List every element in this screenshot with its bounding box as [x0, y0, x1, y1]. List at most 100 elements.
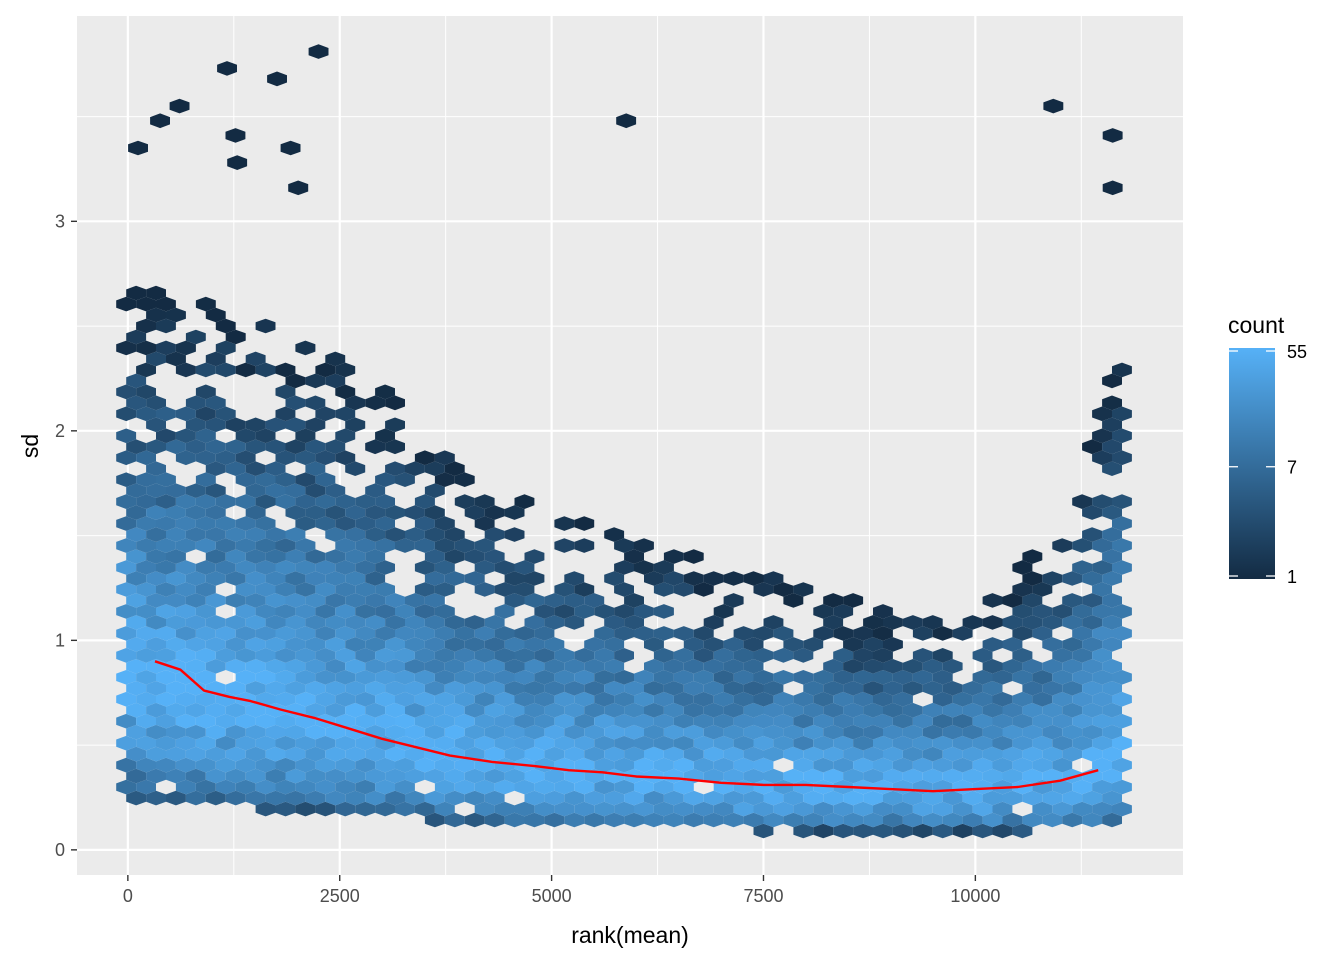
hex-cell — [584, 659, 605, 674]
hex-cell — [534, 713, 555, 729]
hex-cell — [972, 648, 993, 663]
hex-cell — [454, 670, 475, 685]
hex-cell — [434, 516, 455, 531]
hex-cell — [156, 582, 176, 597]
hex-cell — [205, 307, 226, 323]
hex-cell — [883, 746, 903, 762]
hex-cell — [942, 790, 963, 806]
hex-cell — [703, 571, 724, 586]
hex-cell — [136, 560, 156, 575]
hex-cell — [275, 757, 296, 773]
hex-cell — [255, 318, 276, 334]
hex-cell — [126, 768, 147, 784]
hex-cell — [355, 801, 376, 817]
hex-cell — [1052, 538, 1073, 553]
hex-cell — [1072, 801, 1093, 817]
hex-cell — [773, 713, 794, 729]
hex-cell — [136, 362, 156, 378]
hex-cell — [245, 417, 266, 433]
hex-cell — [185, 329, 206, 345]
hex-cell — [793, 648, 814, 663]
hex-cell — [414, 735, 435, 751]
hex-cell — [1042, 659, 1063, 674]
hex-cell — [225, 637, 246, 652]
hex-cell — [564, 724, 585, 740]
hex-cell — [1022, 615, 1043, 630]
hex-cell — [1062, 571, 1083, 586]
hex-cell — [265, 768, 286, 784]
hex-cell — [1092, 801, 1112, 817]
hex-cell — [325, 373, 346, 389]
hex-cell — [136, 296, 156, 312]
hex-cell — [693, 713, 714, 729]
hex-cell — [873, 691, 893, 707]
hex-cell — [235, 626, 256, 641]
hex-cell — [1092, 582, 1112, 597]
hex-cell — [554, 582, 575, 597]
hex-cell — [853, 823, 873, 839]
hex-cell — [245, 505, 266, 520]
hex-cell — [1042, 702, 1063, 718]
hex-cell — [225, 702, 246, 718]
hex-cell — [544, 659, 565, 674]
hex-cell — [1012, 560, 1033, 575]
hex-cell — [584, 637, 605, 652]
hex-cell — [1112, 735, 1132, 751]
hex-cell — [215, 538, 236, 553]
hex-cell — [255, 560, 276, 575]
hex-cell — [385, 593, 405, 608]
hex-cell — [863, 615, 883, 630]
hex-cell — [405, 593, 425, 608]
hex-cell — [335, 560, 356, 575]
hex-cell — [434, 626, 455, 641]
hex-cell — [205, 615, 226, 630]
hex-cell — [773, 691, 794, 707]
hex-cell — [1032, 757, 1053, 773]
hex-cell — [235, 538, 256, 553]
hex-cell — [116, 735, 137, 751]
hex-cell — [474, 713, 495, 729]
hex-cell — [156, 691, 176, 707]
hex-cell — [883, 724, 903, 740]
hex-cell — [803, 746, 824, 762]
hex-cell — [1092, 494, 1112, 509]
hex-cell — [873, 604, 893, 619]
hex-cell — [1052, 648, 1073, 663]
hex-cell — [1102, 768, 1122, 784]
hex-cell — [156, 670, 176, 685]
hex-cell — [424, 571, 445, 586]
hex-cell — [1012, 691, 1033, 707]
hex-cell — [873, 713, 893, 729]
hex-cell — [982, 659, 1003, 674]
hex-cell — [235, 472, 256, 487]
hex-cell — [524, 812, 545, 828]
hex-cell — [325, 659, 346, 674]
hex-cell — [126, 505, 147, 520]
hex-cell — [335, 406, 356, 422]
hex-cell — [185, 637, 206, 652]
hex-cell — [414, 604, 435, 619]
hex-cell — [653, 691, 674, 707]
hex-cell — [892, 801, 913, 817]
hex-cell — [663, 659, 684, 674]
hex-cell — [1012, 735, 1033, 751]
hex-cell — [474, 779, 495, 795]
hex-cell — [175, 757, 196, 773]
hex-cell — [683, 637, 704, 652]
hex-cell — [1102, 373, 1122, 389]
hex-cell — [405, 768, 425, 784]
hex-cell — [267, 71, 287, 87]
hex-cell — [1102, 746, 1122, 762]
hex-cell — [166, 790, 186, 806]
hex-cell — [365, 615, 386, 630]
hex-cell — [544, 812, 565, 828]
hex-cell — [733, 735, 754, 751]
hex-cell — [265, 593, 286, 608]
hex-cell — [235, 582, 256, 597]
hex-cell — [922, 790, 943, 806]
hex-cell — [614, 670, 634, 685]
hex-cell — [1082, 571, 1103, 586]
hex-cell — [683, 812, 704, 828]
hex-cell — [195, 670, 216, 685]
hex-cell — [663, 790, 684, 806]
